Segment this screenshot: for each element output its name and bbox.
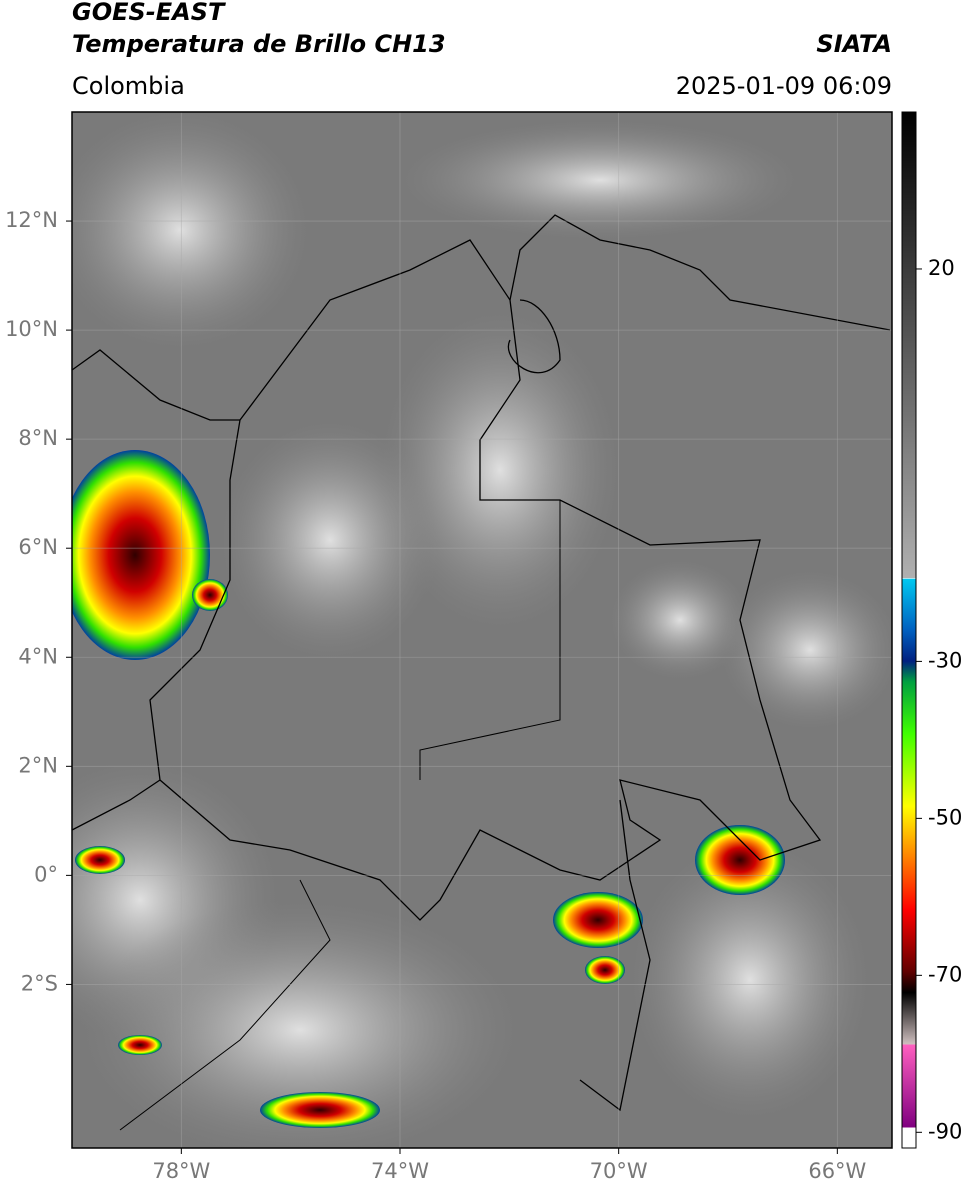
lon-tick-label: 78°W: [152, 1159, 210, 1183]
colorbar-tick-label: -30: [928, 648, 962, 672]
lat-tick-label: 8°N: [18, 426, 58, 450]
lat-tick-label: 2°S: [21, 971, 58, 995]
graticule: [72, 112, 892, 1148]
colorbar-tick-label: -50: [928, 805, 962, 829]
colorbar-tick-label: -70: [928, 962, 962, 986]
satellite-image: [72, 112, 892, 1148]
lat-tick-label: 2°N: [18, 753, 58, 777]
lon-tick-label: 70°W: [590, 1159, 648, 1183]
colorbar: [901, 111, 917, 1149]
satellite-title: GOES-EAST: [72, 0, 226, 26]
lat-tick-label: 10°N: [5, 317, 58, 341]
lon-tick-label: 66°W: [808, 1159, 866, 1183]
lat-tick-label: 6°N: [18, 535, 58, 559]
lat-tick-label: 4°N: [18, 644, 58, 668]
lat-tick-label: 0°: [34, 862, 58, 886]
lon-tick-label: 74°W: [371, 1159, 429, 1183]
source-label: SIATA: [816, 30, 892, 58]
lat-tick-label: 12°N: [5, 208, 58, 232]
product-title: Temperatura de Brillo CH13: [72, 30, 446, 58]
region-label: Colombia: [72, 72, 185, 100]
colorbar-tick-label: -90: [928, 1119, 962, 1143]
colorbar-tick-label: 20: [928, 256, 955, 280]
datetime-label: 2025-01-09 06:09: [676, 72, 892, 100]
map-frame: [71, 111, 893, 1149]
